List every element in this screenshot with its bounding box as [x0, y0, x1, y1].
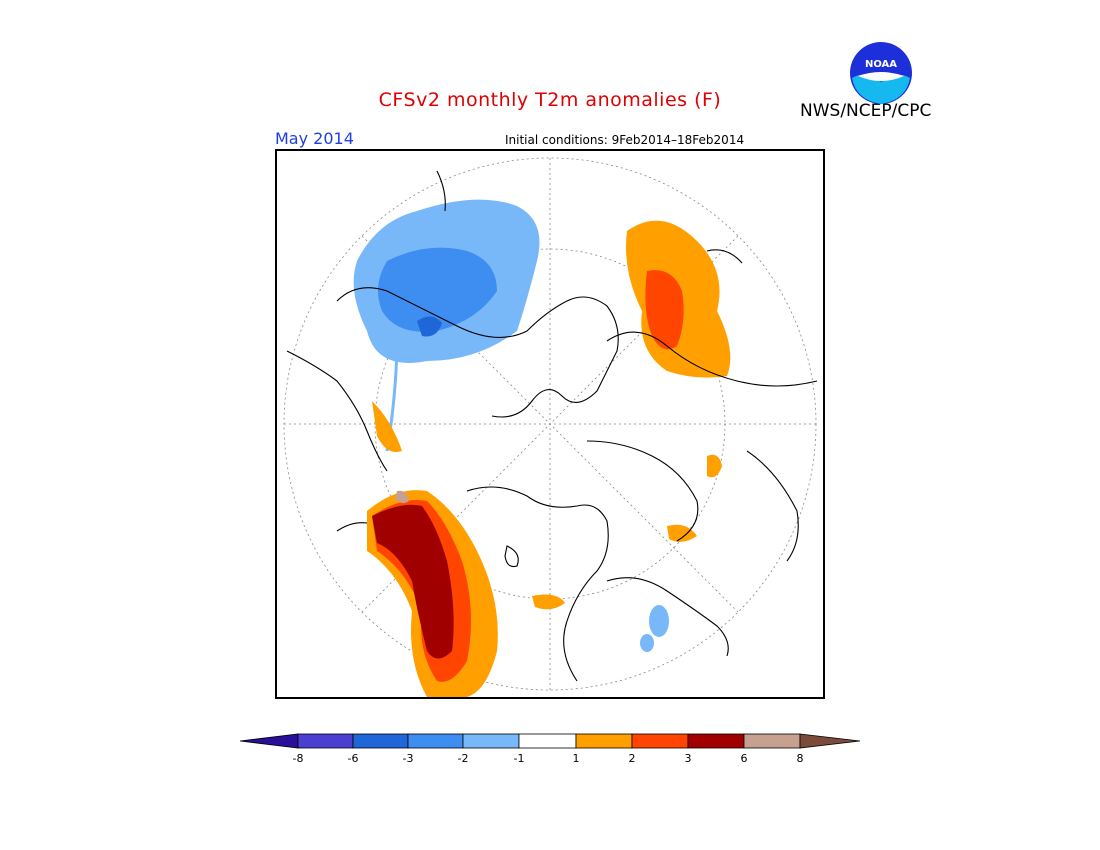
noaa-logo-text: NOAA — [865, 59, 897, 70]
colorbar-tick-label: 8 — [797, 752, 804, 765]
colorbar-tick-label: 6 — [741, 752, 748, 765]
colorbar-bin — [631, 733, 689, 749]
noaa-logo: NOAA — [848, 40, 914, 110]
colorbar-tick-label: -8 — [293, 752, 304, 765]
colorbar-tick-label: -2 — [458, 752, 469, 765]
colorbar: -8 -6 -3 -2 -1 1 2 3 6 8 — [239, 732, 862, 770]
colorbar-bin — [799, 733, 861, 749]
colorbar-bin — [352, 733, 409, 749]
initial-conditions-label: Initial conditions: 9Feb2014–18Feb2014 — [505, 133, 745, 147]
colorbar-tick-label: 2 — [629, 752, 636, 765]
colorbar-bin — [239, 733, 299, 749]
colorbar-bins — [239, 733, 861, 749]
colorbar-bin — [575, 733, 633, 749]
chart-title: CFSv2 monthly T2m anomalies (F) — [378, 89, 722, 111]
colorbar-tick-label: -6 — [348, 752, 359, 765]
colorbar-tick-label: -1 — [514, 752, 525, 765]
cold-anomaly-region — [353, 199, 540, 452]
colorbar-tick-labels: -8 -6 -3 -2 -1 1 2 3 6 8 — [293, 752, 804, 765]
colorbar-bin — [462, 733, 520, 749]
colorbar-bin — [687, 733, 745, 749]
agency-label: NWS/NCEP/CPC — [800, 101, 932, 121]
colorbar-bin — [518, 733, 577, 749]
colorbar-bin — [743, 733, 801, 749]
valid-month-label: May 2014 — [275, 129, 354, 148]
warm-anomaly-region-east — [626, 220, 731, 542]
graticule — [283, 157, 817, 691]
coastlines — [286, 170, 818, 682]
warm-anomaly-region-west — [367, 490, 565, 697]
polar-map — [275, 149, 825, 699]
colorbar-bin — [407, 733, 464, 749]
cold-anomaly-patches-east — [640, 605, 669, 652]
colorbar-tick-label: -3 — [403, 752, 414, 765]
colorbar-tick-label: 1 — [573, 752, 580, 765]
colorbar-bin — [297, 733, 354, 749]
colorbar-tick-label: 3 — [685, 752, 692, 765]
